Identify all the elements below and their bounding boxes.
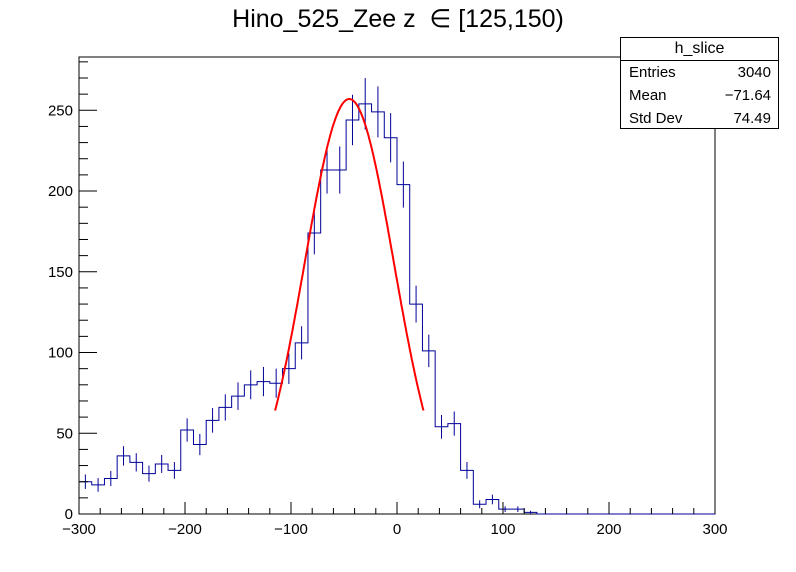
stats-mean-value: −71.64 <box>724 87 771 104</box>
x-tick-label: 0 <box>393 521 401 538</box>
stats-stddev-label: Std Dev <box>629 110 683 127</box>
x-tick-label: 100 <box>490 521 515 538</box>
y-tick-label: 200 <box>48 183 73 200</box>
y-tick-label: 50 <box>56 425 73 442</box>
stats-box: h_slice Entries 3040 Mean −71.64 Std Dev… <box>620 37 779 129</box>
y-tick-label: 0 <box>65 506 73 523</box>
chart-title: Hino_525_Zee z ∈ [125,150) <box>232 5 564 33</box>
gaussian-fit-curve <box>274 97 425 411</box>
stats-stddev-value: 74.49 <box>733 110 771 127</box>
stats-row-entries: Entries 3040 <box>621 61 778 84</box>
y-tick-label: 100 <box>48 345 73 362</box>
stats-row-mean: Mean −71.64 <box>621 84 778 107</box>
y-tick-label: 250 <box>48 102 73 119</box>
x-tick-label: 300 <box>702 521 727 538</box>
x-tick-label: −300 <box>62 521 96 538</box>
stats-box-title: h_slice <box>621 38 778 61</box>
stats-mean-label: Mean <box>629 87 667 104</box>
x-tick-label: −200 <box>168 521 202 538</box>
stats-entries-value: 3040 <box>737 64 771 81</box>
x-tick-label: 200 <box>596 521 621 538</box>
stats-entries-label: Entries <box>629 64 676 81</box>
histogram-outline <box>79 103 715 515</box>
stats-row-stddev: Std Dev 74.49 <box>621 107 778 130</box>
x-tick-label: −100 <box>274 521 308 538</box>
y-tick-label: 150 <box>48 264 73 281</box>
